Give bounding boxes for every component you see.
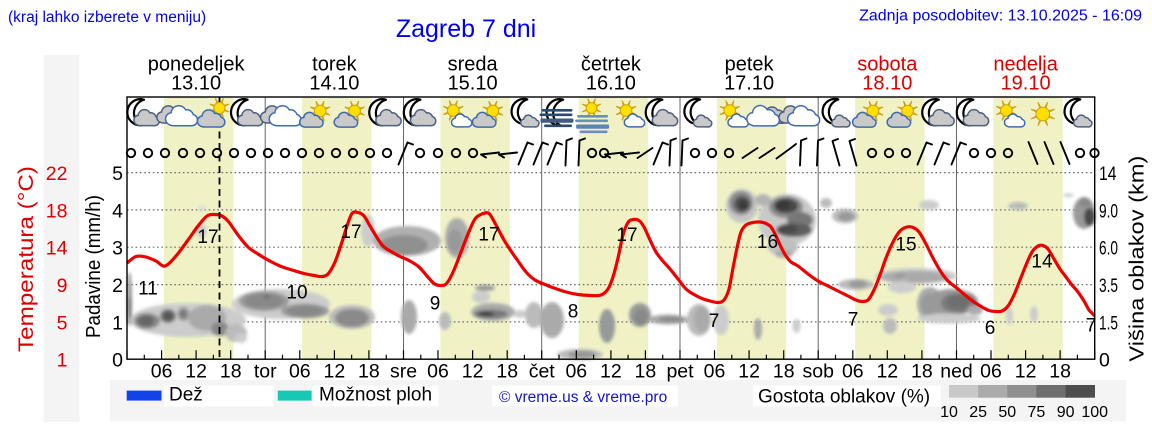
svg-text:12: 12 bbox=[738, 361, 760, 383]
svg-text:3.5: 3.5 bbox=[1099, 275, 1118, 297]
svg-text:12: 12 bbox=[1015, 361, 1037, 383]
svg-text:12: 12 bbox=[324, 361, 346, 383]
svg-text:14: 14 bbox=[46, 238, 68, 260]
svg-text:torek: torek bbox=[312, 54, 357, 76]
svg-text:15.10: 15.10 bbox=[448, 73, 498, 95]
svg-text:0: 0 bbox=[1099, 350, 1110, 372]
svg-text:10: 10 bbox=[940, 404, 958, 421]
svg-text:12: 12 bbox=[876, 361, 898, 383]
svg-text:petek: petek bbox=[725, 54, 775, 76]
svg-text:18: 18 bbox=[1049, 361, 1071, 383]
svg-text:50: 50 bbox=[998, 404, 1016, 421]
svg-text:12: 12 bbox=[600, 361, 622, 383]
svg-text:18: 18 bbox=[773, 361, 795, 383]
svg-text:06: 06 bbox=[842, 361, 864, 383]
svg-text:pet: pet bbox=[666, 361, 694, 383]
svg-text:18: 18 bbox=[496, 361, 518, 383]
svg-text:18: 18 bbox=[46, 200, 68, 222]
svg-text:06: 06 bbox=[151, 361, 173, 383]
svg-text:14: 14 bbox=[1031, 252, 1053, 273]
svg-text:sob: sob bbox=[802, 361, 834, 383]
svg-text:19.10: 19.10 bbox=[1001, 73, 1051, 95]
svg-text:četrtek: četrtek bbox=[581, 54, 642, 76]
svg-text:6: 6 bbox=[985, 318, 996, 339]
svg-text:17: 17 bbox=[340, 222, 361, 243]
svg-text:3: 3 bbox=[112, 238, 123, 260]
svg-text:17: 17 bbox=[478, 225, 499, 246]
svg-text:Padavine (mm/h): Padavine (mm/h) bbox=[83, 195, 105, 338]
svg-text:9: 9 bbox=[57, 275, 68, 297]
svg-text:tor: tor bbox=[254, 361, 277, 383]
svg-text:17.10: 17.10 bbox=[724, 73, 774, 95]
svg-text:12: 12 bbox=[462, 361, 484, 383]
svg-text:2: 2 bbox=[112, 275, 123, 297]
svg-text:16.10: 16.10 bbox=[586, 73, 636, 95]
svg-text:9.0: 9.0 bbox=[1099, 200, 1118, 222]
svg-text:sreda: sreda bbox=[448, 54, 499, 76]
svg-text:Dež: Dež bbox=[169, 385, 203, 406]
svg-text:17: 17 bbox=[197, 227, 218, 248]
svg-text:06: 06 bbox=[427, 361, 449, 383]
svg-text:18: 18 bbox=[911, 361, 933, 383]
svg-text:15: 15 bbox=[895, 235, 916, 256]
svg-text:7: 7 bbox=[709, 311, 720, 332]
svg-text:16: 16 bbox=[757, 232, 778, 253]
svg-text:Zagreb 7 dni: Zagreb 7 dni bbox=[396, 15, 536, 43]
svg-text:75: 75 bbox=[1028, 404, 1046, 421]
svg-text:06: 06 bbox=[565, 361, 587, 383]
svg-text:6.0: 6.0 bbox=[1099, 238, 1118, 260]
svg-text:9: 9 bbox=[430, 294, 441, 315]
svg-text:Temperatura (°C): Temperatura (°C) bbox=[15, 166, 38, 352]
svg-text:1.5: 1.5 bbox=[1099, 312, 1118, 334]
svg-text:nedelja: nedelja bbox=[993, 54, 1058, 76]
svg-text:90: 90 bbox=[1057, 404, 1075, 421]
svg-text:sobota: sobota bbox=[857, 54, 918, 76]
svg-text:(kraj lahko izberete v meniju): (kraj lahko izberete v meniju) bbox=[8, 9, 206, 26]
svg-text:18.10: 18.10 bbox=[862, 73, 912, 95]
svg-text:06: 06 bbox=[704, 361, 726, 383]
svg-text:0: 0 bbox=[112, 350, 123, 372]
svg-text:1: 1 bbox=[57, 350, 68, 372]
svg-text:7: 7 bbox=[848, 310, 859, 331]
svg-text:12: 12 bbox=[185, 361, 207, 383]
svg-text:22: 22 bbox=[46, 163, 68, 185]
svg-text:ned: ned bbox=[940, 361, 973, 383]
svg-text:25: 25 bbox=[969, 404, 987, 421]
svg-text:5: 5 bbox=[57, 312, 68, 334]
svg-text:Zadnja posodobitev: 13.10.2025: Zadnja posodobitev: 13.10.2025 - 16:09 bbox=[859, 8, 1142, 25]
svg-text:17: 17 bbox=[616, 225, 637, 246]
svg-text:06: 06 bbox=[289, 361, 311, 383]
svg-text:7: 7 bbox=[1086, 316, 1097, 337]
svg-text:ponedeljek: ponedeljek bbox=[148, 54, 246, 76]
svg-text:100: 100 bbox=[1081, 404, 1108, 421]
svg-text:čet: čet bbox=[529, 361, 556, 383]
svg-text:4: 4 bbox=[112, 200, 123, 222]
svg-text:5: 5 bbox=[112, 163, 123, 185]
svg-text:18: 18 bbox=[635, 361, 657, 383]
svg-text:11: 11 bbox=[138, 279, 158, 300]
svg-text:06: 06 bbox=[980, 361, 1002, 383]
svg-text:Možnost ploh: Možnost ploh bbox=[319, 385, 432, 406]
svg-text:18: 18 bbox=[220, 361, 242, 383]
svg-text:Višina oblakov (km): Višina oblakov (km) bbox=[1126, 156, 1149, 362]
svg-text:10: 10 bbox=[286, 283, 307, 304]
svg-text:Gostota oblakov (%): Gostota oblakov (%) bbox=[758, 387, 930, 408]
svg-text:18: 18 bbox=[358, 361, 380, 383]
svg-text:14.10: 14.10 bbox=[309, 73, 359, 95]
svg-text:sre: sre bbox=[390, 361, 417, 383]
svg-text:1: 1 bbox=[112, 312, 123, 334]
svg-text:© vreme.us & vreme.pro: © vreme.us & vreme.pro bbox=[499, 389, 667, 406]
svg-text:14: 14 bbox=[1099, 163, 1117, 185]
svg-text:13.10: 13.10 bbox=[171, 73, 221, 95]
svg-text:8: 8 bbox=[568, 302, 579, 323]
